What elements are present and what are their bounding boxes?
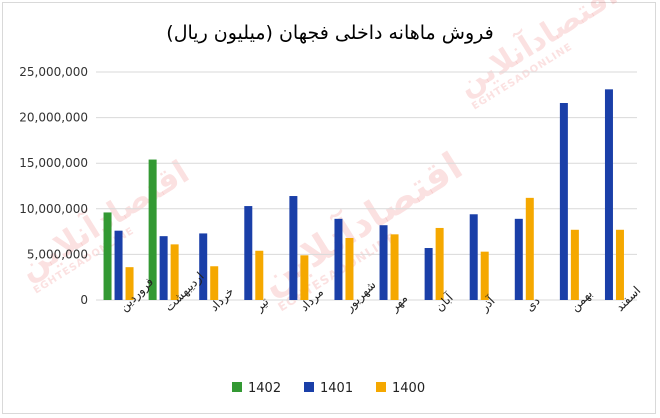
chart-title: فروش ماهانه داخلی فجهان (میلیون ریال) [166,22,494,44]
bar-1400-4 [255,250,264,300]
bar-1401-7 [379,225,388,300]
bar-1400-8 [435,227,444,300]
y-tick-label: 20,000,000 [19,111,88,125]
bar-1402-2 [148,159,157,300]
legend-swatch-1402 [232,382,242,392]
bar-1400-9 [480,251,489,300]
x-category-label: آذر [476,293,499,316]
gridlines [96,71,637,301]
bar-1401-6 [334,218,343,300]
bar-1401-2 [159,236,168,300]
bar-1401-9 [469,214,478,300]
bar-1400-1 [125,267,134,300]
y-tick-label: 0 [80,293,88,307]
bar-1400-10 [525,197,534,300]
y-tick-label: 5,000,000 [27,247,88,261]
y-axis-ticks: 0 5,000,000 10,000,000 15,000,000 20,000,000… [19,65,88,307]
bar-1401-11 [559,103,568,301]
legend: 1402 1401 1400 [232,381,425,396]
legend-label-1402: 1402 [248,381,281,396]
bar-1401-4 [244,206,253,300]
y-tick-label: 25,000,000 [19,65,88,79]
chart-frame [2,2,656,414]
x-category-label: مهر [387,291,411,315]
legend-swatch-1401 [304,382,314,392]
bar-1401-1 [114,230,123,300]
bar-1400-6 [345,237,354,300]
bar-1401-3 [199,233,208,300]
legend-label-1400: 1400 [392,381,425,396]
bar-1402-1 [103,212,112,300]
x-category-label: آبان [432,290,457,315]
x-category-label: دی [523,294,543,314]
bar-1401-12 [604,89,613,300]
bar-1400-11 [570,229,579,300]
bar-1401-10 [514,218,523,300]
bar-1400-7 [390,234,399,300]
y-tick-label: 10,000,000 [19,202,88,216]
legend-label-1401: 1401 [320,381,353,396]
bar-1401-5 [289,196,298,300]
bar-1400-3 [210,266,219,300]
bar-1400-2 [170,244,179,300]
y-tick-label: 15,000,000 [19,156,88,170]
bar-1400-5 [300,255,309,300]
bar-1400-12 [615,229,624,300]
bar-1401-8 [424,248,433,300]
legend-swatch-1400 [376,382,386,392]
bars [103,89,624,301]
x-category-label: تیر [251,295,272,316]
